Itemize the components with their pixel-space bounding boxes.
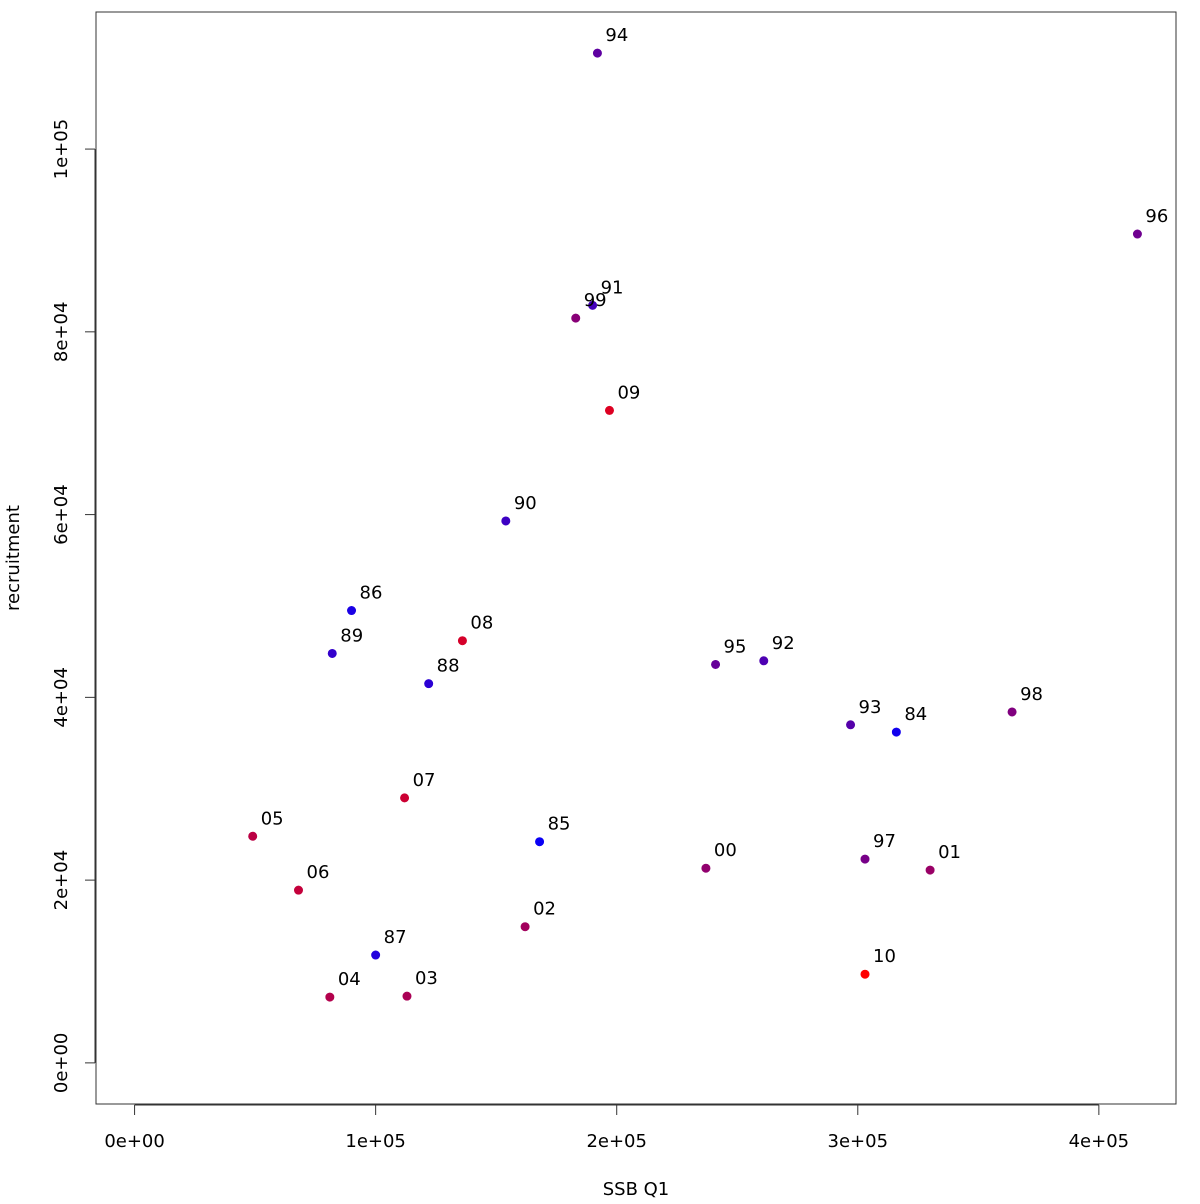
- data-point-08: [457, 636, 467, 646]
- y-tick-label: 6e+04: [51, 484, 72, 545]
- data-point-00: [701, 863, 711, 873]
- x-axis-title: SSB Q1: [603, 1179, 670, 1200]
- point-label-10: 10: [873, 946, 896, 967]
- point-label-86: 86: [360, 583, 383, 604]
- data-point-88: [424, 679, 434, 689]
- point-label-95: 95: [724, 636, 747, 657]
- data-point-90: [501, 516, 511, 526]
- x-tick-label: 3e+05: [828, 1131, 889, 1152]
- y-tick-label: 0e+00: [51, 1033, 72, 1094]
- data-point-01: [925, 865, 935, 875]
- data-point-92: [759, 656, 769, 666]
- data-points: [248, 48, 1142, 1002]
- data-point-04: [325, 992, 335, 1002]
- data-point-85: [535, 837, 545, 847]
- y-tick-label: 4e+04: [51, 667, 72, 728]
- point-label-06: 06: [307, 862, 330, 883]
- point-label-09: 09: [617, 382, 640, 403]
- data-point-03: [402, 991, 412, 1001]
- point-label-98: 98: [1020, 684, 1043, 705]
- data-point-10: [860, 969, 870, 979]
- point-label-88: 88: [437, 656, 460, 677]
- point-label-91: 91: [601, 277, 624, 298]
- x-axis: 0e+00 1e+05 2e+05 3e+05 4e+05: [104, 1104, 1130, 1152]
- point-label-07: 07: [413, 770, 436, 791]
- data-point-94: [592, 48, 602, 58]
- point-label-94: 94: [605, 25, 628, 46]
- point-label-84: 84: [904, 704, 927, 725]
- data-point-87: [371, 950, 381, 960]
- data-point-95: [711, 659, 721, 669]
- point-label-05: 05: [261, 808, 284, 829]
- y-axis: 0e+00 2e+04 4e+04 6e+04 8e+04 1e+05: [51, 119, 96, 1094]
- point-label-02: 02: [533, 899, 556, 920]
- point-label-93: 93: [859, 697, 882, 718]
- x-tick-label: 1e+05: [345, 1131, 406, 1152]
- point-label-87: 87: [384, 927, 407, 948]
- data-point-96: [1132, 229, 1142, 239]
- y-axis-title: recruitment: [3, 505, 24, 611]
- x-tick-label: 0e+00: [104, 1131, 165, 1152]
- point-label-92: 92: [772, 633, 795, 654]
- point-label-03: 03: [415, 968, 438, 989]
- data-point-07: [400, 793, 410, 803]
- point-labels: 84 85 86 87 88 89 90 91 92 93 94 95 96 97 98 99 00 01 02 03…: [261, 25, 1169, 990]
- data-point-99: [571, 313, 581, 323]
- data-point-91: [588, 300, 598, 310]
- y-tick-label: 8e+04: [51, 302, 72, 363]
- point-label-99: 99: [584, 290, 607, 311]
- data-point-84: [891, 727, 901, 737]
- point-label-08: 08: [470, 613, 493, 634]
- data-point-09: [604, 405, 614, 415]
- point-label-97: 97: [873, 831, 896, 852]
- data-point-89: [327, 648, 337, 658]
- data-point-02: [520, 922, 530, 932]
- y-tick-label: 1e+05: [51, 119, 72, 180]
- data-point-98: [1007, 707, 1017, 717]
- point-label-04: 04: [338, 969, 361, 990]
- point-label-00: 00: [714, 840, 737, 861]
- data-point-05: [248, 831, 258, 841]
- point-label-96: 96: [1145, 206, 1168, 227]
- data-point-06: [293, 885, 303, 895]
- x-tick-label: 2e+05: [586, 1131, 647, 1152]
- point-label-89: 89: [340, 625, 363, 646]
- data-point-93: [846, 720, 856, 730]
- point-label-01: 01: [938, 842, 961, 863]
- point-label-90: 90: [514, 493, 537, 514]
- y-tick-label: 2e+04: [51, 850, 72, 911]
- plot-frame: [95, 11, 1177, 1105]
- point-label-85: 85: [548, 814, 571, 835]
- data-point-86: [347, 606, 357, 616]
- x-tick-label: 4e+05: [1069, 1131, 1130, 1152]
- data-point-97: [860, 854, 870, 864]
